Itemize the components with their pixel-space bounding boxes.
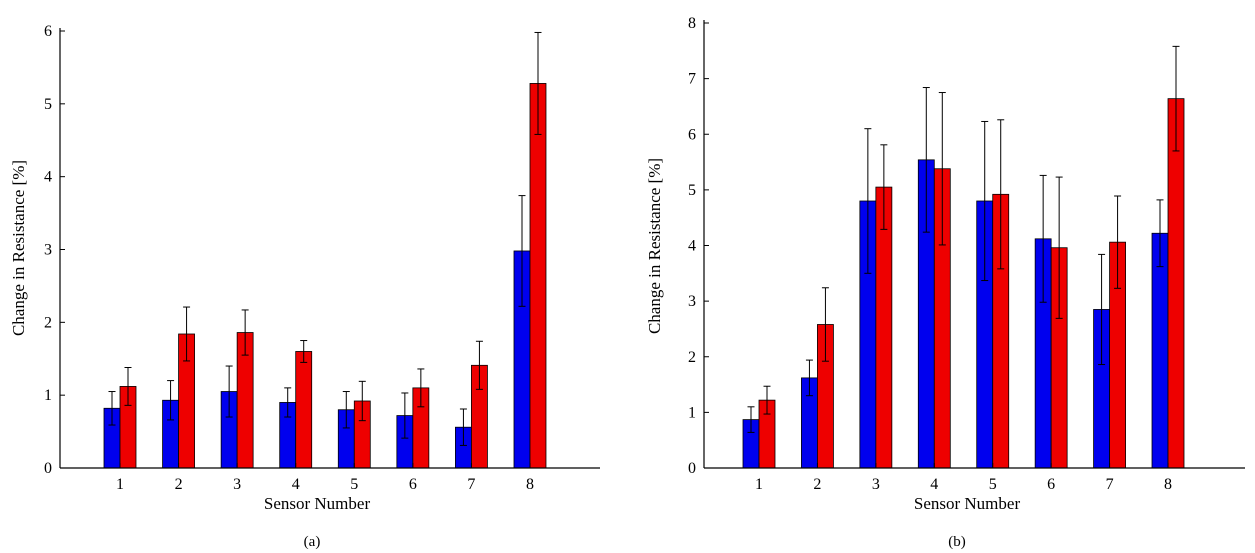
y-axis-label: Change in Resistance [%] <box>645 158 664 334</box>
x-tick-label: 4 <box>930 476 938 493</box>
panel-caption: (b) <box>948 534 966 550</box>
x-tick-label: 1 <box>755 476 763 493</box>
x-tick-label: 5 <box>350 476 358 493</box>
bar-red-4 <box>295 351 313 469</box>
bar-blue-8 <box>1151 232 1169 469</box>
y-tick-label: 1 <box>688 404 696 421</box>
y-axis-label: Change in Resistance [%] <box>9 160 28 336</box>
y-tick-label: 2 <box>688 349 696 366</box>
axes-group: 0 1 2 3 4 5 6 7 8 1 2 3 4 5 6 7 8 <box>688 15 1245 493</box>
x-tick-label: 2 <box>175 476 183 493</box>
x-tick-label: 1 <box>116 476 124 493</box>
x-tick-label: 7 <box>1106 476 1114 493</box>
y-tick-label: 7 <box>688 71 696 88</box>
x-tick-label: 7 <box>467 476 475 493</box>
bars-group <box>742 98 1185 469</box>
x-tick-label: 3 <box>233 476 241 493</box>
y-tick-label: 0 <box>44 460 52 477</box>
y-tick-label: 5 <box>44 96 52 113</box>
bar-red-8 <box>529 83 547 469</box>
y-tick-label: 4 <box>44 169 52 186</box>
y-tick-label: 6 <box>44 23 52 40</box>
y-tick-label: 5 <box>688 182 696 199</box>
y-tick-label: 3 <box>688 293 696 310</box>
bars-group <box>103 83 547 469</box>
error-bars-group <box>747 45 1180 433</box>
chart-panel-b: Change in Resistance [%] Sensor Number (… <box>645 15 1245 550</box>
bar-red-8 <box>1167 98 1185 469</box>
x-tick-label: 8 <box>1164 476 1172 493</box>
x-tick-label: 6 <box>409 476 417 493</box>
chart-panel-a: Change in Resistance [%] Sensor Number (… <box>9 23 600 550</box>
x-tick-label: 2 <box>813 476 821 493</box>
y-tick-label: 8 <box>688 15 696 32</box>
y-tick-label: 3 <box>44 242 52 259</box>
y-tick-label: 1 <box>44 387 52 404</box>
x-axis-label: Sensor Number <box>914 494 1021 513</box>
x-tick-label: 4 <box>292 476 300 493</box>
y-tick-label: 2 <box>44 314 52 331</box>
y-tick-label: 6 <box>688 126 696 143</box>
x-axis-label: Sensor Number <box>264 494 371 513</box>
y-tick-label: 0 <box>688 460 696 477</box>
error-bars-group <box>108 31 542 446</box>
panel-caption: (a) <box>304 534 321 550</box>
x-tick-label: 5 <box>989 476 997 493</box>
x-tick-label: 8 <box>526 476 534 493</box>
y-tick-label: 4 <box>688 238 696 255</box>
axes-group: 0 1 2 3 4 5 6 1 2 3 4 5 6 7 8 <box>44 23 600 493</box>
x-tick-label: 6 <box>1047 476 1055 493</box>
x-tick-label: 3 <box>872 476 880 493</box>
